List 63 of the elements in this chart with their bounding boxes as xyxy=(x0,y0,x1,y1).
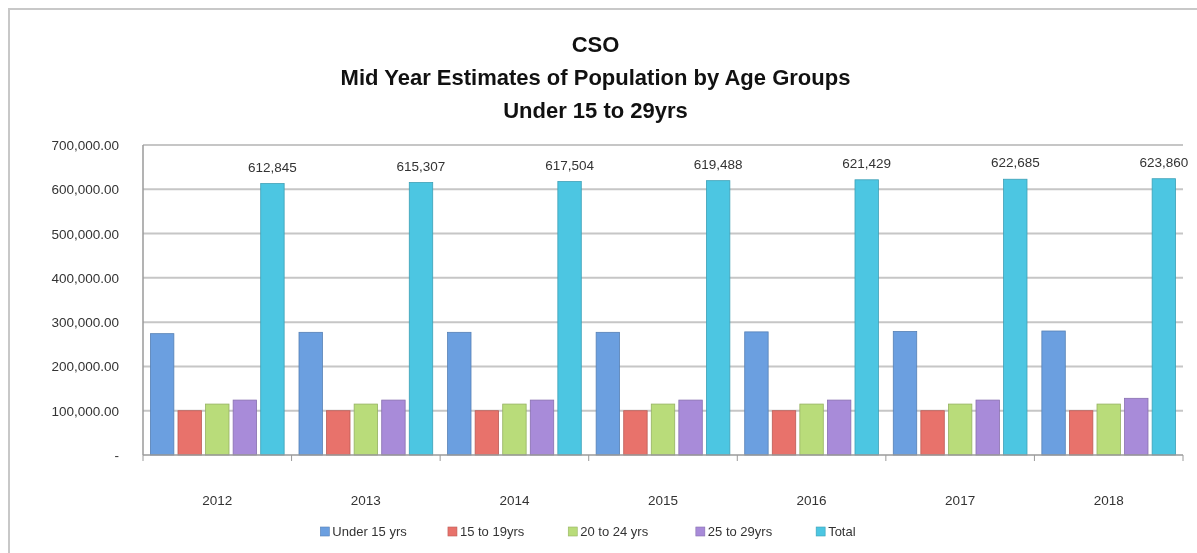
bar xyxy=(474,410,499,456)
bar xyxy=(502,403,527,456)
bar xyxy=(650,403,676,456)
x-tick-label: 2015 xyxy=(647,493,679,508)
bar xyxy=(1069,410,1094,456)
x-tick-label: 2016 xyxy=(796,493,827,508)
bar xyxy=(678,399,703,456)
bar xyxy=(948,403,973,456)
bar xyxy=(595,331,620,456)
bar xyxy=(623,410,648,456)
bar xyxy=(771,410,797,456)
bar xyxy=(744,331,769,456)
bar xyxy=(892,331,918,456)
data-label: 612,845 xyxy=(248,159,297,175)
bar xyxy=(260,183,285,456)
data-label: 621,429 xyxy=(842,155,892,171)
bar xyxy=(353,403,378,456)
legend-label: Under 15 yrs xyxy=(332,524,408,539)
bar xyxy=(799,403,824,456)
y-tick-label: 600,000.00 xyxy=(51,182,119,198)
bar xyxy=(381,399,406,456)
bar xyxy=(232,399,257,456)
x-tick-label: 2017 xyxy=(945,493,976,508)
bar xyxy=(1096,403,1121,456)
bar xyxy=(177,410,202,456)
y-tick-label: 100,000.00 xyxy=(51,403,119,419)
data-label: 619,488 xyxy=(693,156,743,172)
chart-title: CSO Mid Year Estimates of Population by Age Groups Under 15 to 29yrs xyxy=(340,32,851,123)
bar xyxy=(447,331,472,456)
bar xyxy=(557,181,582,456)
bar xyxy=(408,182,434,456)
legend-label: 20 to 24 yrs xyxy=(580,524,649,539)
bar xyxy=(854,179,879,456)
y-tick-label: - xyxy=(114,448,119,463)
x-tick-label: 2013 xyxy=(350,493,381,508)
data-label: 623,860 xyxy=(1139,154,1189,170)
legend-label: 25 to 29yrs xyxy=(707,524,773,539)
y-tick-label: 200,000.00 xyxy=(51,359,119,375)
x-tick-label: 2018 xyxy=(1093,493,1124,508)
bar xyxy=(150,333,175,456)
bar xyxy=(1041,330,1066,456)
bar xyxy=(1003,178,1028,456)
bar xyxy=(1151,178,1176,456)
y-tick-label: 700,000.00 xyxy=(51,138,119,153)
bar xyxy=(975,399,1000,456)
x-tick-label: 2012 xyxy=(202,493,233,508)
y-tick-label: 400,000.00 xyxy=(51,270,119,286)
x-tick-label: 2014 xyxy=(499,493,530,508)
y-tick-label: 300,000.00 xyxy=(51,315,119,331)
legend-label: 15 to 19yrs xyxy=(459,524,525,539)
bar xyxy=(529,399,555,456)
bar xyxy=(298,331,323,456)
bar xyxy=(920,410,945,456)
data-label: 622,685 xyxy=(990,155,1040,171)
bar xyxy=(1124,397,1149,456)
bar xyxy=(205,403,230,456)
y-tick-label: 500,000.00 xyxy=(51,226,119,242)
bar xyxy=(827,399,852,456)
bar xyxy=(706,180,731,456)
bar xyxy=(326,410,351,456)
data-label: 615,307 xyxy=(396,158,446,174)
legend-label: Total xyxy=(828,524,856,539)
data-label: 617,504 xyxy=(545,157,595,173)
